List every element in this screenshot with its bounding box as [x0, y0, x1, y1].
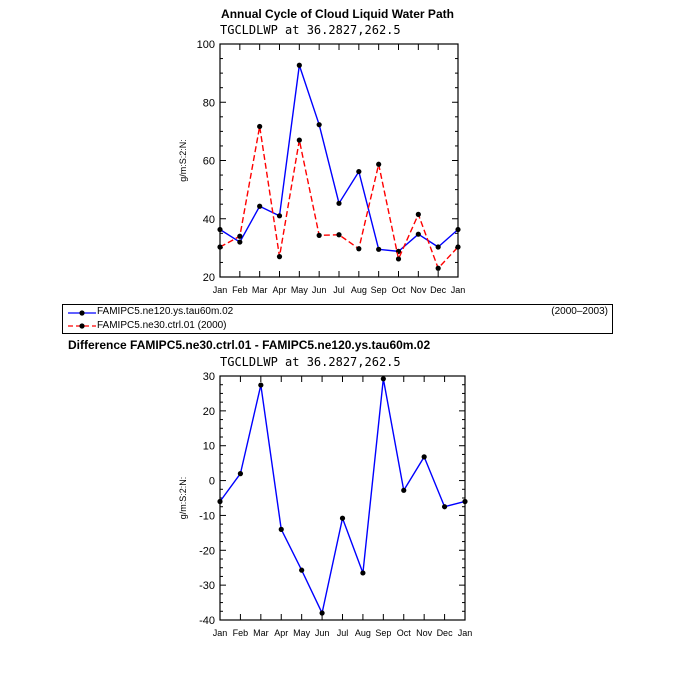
chart2-series1-point: [299, 567, 305, 573]
chart2-title: Difference FAMIPC5.ne30.ctrl.01 - FAMIPC…: [68, 338, 431, 352]
legend-name-series2: FAMIPC5.ne30.ctrl.01: [97, 320, 195, 331]
chart1-xtick-label: May: [291, 285, 309, 295]
chart2-xtick-label: Mar: [253, 628, 269, 638]
chart2-ytick-label: 30: [203, 371, 215, 383]
chart2-series1-point: [217, 498, 223, 505]
chart1-series1-point: [376, 246, 382, 252]
legend-swatches: [68, 310, 96, 329]
chart1-xtick-label: Aug: [351, 285, 367, 295]
chart1-plot: 20 40 60 80 100 Jan Feb Mar Apr May Jun Jul Aug Sep Oc…: [178, 39, 466, 295]
chart1-xtick-label: Mar: [252, 285, 268, 295]
chart1-xtick-label: Sep: [371, 285, 387, 295]
chart1-series1-point: [316, 122, 322, 128]
chart1-xtick-label: Oct: [391, 285, 406, 295]
chart2-xtick-label: Jul: [337, 628, 349, 638]
chart1-series1-point: [257, 203, 263, 209]
chart2-ylabel: g/m:S:2:N:: [178, 477, 188, 520]
chart1-series1-point: [217, 226, 223, 233]
legend-label-series1: FAMIPC5.ne120.ys.tau60m.02: [97, 306, 234, 317]
chart2-series1-point: [237, 471, 244, 477]
chart1-xtick-label: Jul: [333, 285, 345, 295]
chart2-xtick-label: Jun: [315, 628, 330, 638]
chart1-ytick-label: 100: [197, 39, 215, 51]
chart2-xtick-label: Apr: [274, 628, 288, 638]
chart1-series1-point: [276, 213, 283, 219]
chart1-ytick-label: 20: [203, 272, 215, 284]
chart2-xtick-label: May: [293, 628, 311, 638]
chart2-ytick-label: 20: [203, 406, 215, 418]
chart2-series1-point: [441, 504, 448, 510]
chart2-series1-point: [401, 487, 407, 493]
chart1-series1-point: [336, 200, 342, 206]
legend: FAMIPC5.ne120.ys.tau60m.02 (2000–2003) F…: [62, 304, 613, 334]
chart1-series2-point: [455, 244, 461, 250]
chart2-xtick-label: Jan: [458, 628, 473, 638]
chart1-series2-point: [336, 232, 342, 238]
chart2-ytick-label: -10: [199, 510, 215, 522]
chart1-xtick-label: Feb: [232, 285, 248, 295]
chart2-series1-point: [258, 382, 264, 388]
chart2-xtick-label: Nov: [416, 628, 433, 638]
chart1-xtick-label: Jun: [312, 285, 327, 295]
chart1-series1-point: [296, 62, 302, 68]
legend-period-series1: (2000–2003): [551, 306, 608, 317]
chart2-ytick-label: 10: [203, 441, 215, 453]
chart1-xtick-label: Jan: [451, 285, 466, 295]
chart2-xtick-label: Dec: [437, 628, 454, 638]
chart2-series1-point: [319, 610, 325, 616]
chart2-xtick-label: Aug: [355, 628, 371, 638]
chart1-series2-point: [257, 123, 263, 130]
chart1-subtitle: TGCLDLWP at 36.2827,262.5: [220, 23, 401, 37]
chart2-xtick-label: Jan: [213, 628, 228, 638]
chart1-series2-point: [435, 265, 441, 271]
legend-marker-series2: [79, 323, 85, 329]
chart1-xtick-label: Jan: [213, 285, 228, 295]
legend-label-series2: FAMIPC5.ne30.ctrl.01 (2000): [97, 320, 227, 331]
chart1-ylabel: g/m:S:2:N:: [178, 139, 188, 182]
chart1-series2-point: [217, 244, 223, 250]
chart1-series2-point: [415, 211, 421, 217]
chart1-series2-point: [376, 161, 382, 167]
chart2-series1-point: [380, 376, 386, 382]
chart1-series1-point: [435, 244, 441, 250]
chart1-ytick-label: 80: [203, 97, 215, 109]
chart1-series2-point: [356, 246, 362, 252]
chart2-series1-point: [360, 570, 366, 576]
legend-period-series2: (2000): [197, 320, 227, 331]
chart1-ytick-label: 40: [203, 214, 215, 226]
chart1-series2-point: [276, 254, 283, 260]
chart2-ytick-label: -20: [199, 545, 215, 557]
chart1-title: Annual Cycle of Cloud Liquid Water Path: [221, 7, 454, 21]
chart1-series2-point: [237, 233, 243, 239]
chart2-series1-point: [278, 526, 284, 532]
chart2-subtitle: TGCLDLWP at 36.2827,262.5: [220, 355, 401, 369]
chart2-ytick-label: -30: [199, 580, 215, 592]
chart2-frame: [219, 375, 466, 621]
chart2-ytick-label: -40: [199, 615, 215, 627]
chart1-xtick-label: Dec: [430, 285, 447, 295]
chart2-xtick-label: Sep: [375, 628, 391, 638]
chart1-series2-point: [316, 232, 322, 238]
chart2-ytick-label: 0: [209, 476, 215, 488]
chart1-series1-point: [356, 168, 362, 175]
chart2-series1-line: [219, 378, 466, 614]
chart1-series2-point: [296, 137, 302, 143]
chart1-series2-point: [395, 256, 402, 262]
chart2-series1-point: [462, 498, 468, 505]
chart2-xtick-label: Feb: [233, 628, 249, 638]
chart2-series1-point: [421, 454, 427, 460]
chart1-xtick-label: Nov: [410, 285, 427, 295]
legend-marker-series1: [79, 310, 85, 316]
chart2-series1-point: [339, 515, 346, 521]
chart1-series1-point: [237, 239, 243, 245]
chart2-xtick-label: Oct: [397, 628, 412, 638]
chart1-series1-point: [415, 231, 421, 237]
chart1-series1-point: [455, 226, 461, 233]
chart1-ytick-label: 60: [203, 156, 215, 168]
chart1-xtick-label: Apr: [272, 285, 286, 295]
